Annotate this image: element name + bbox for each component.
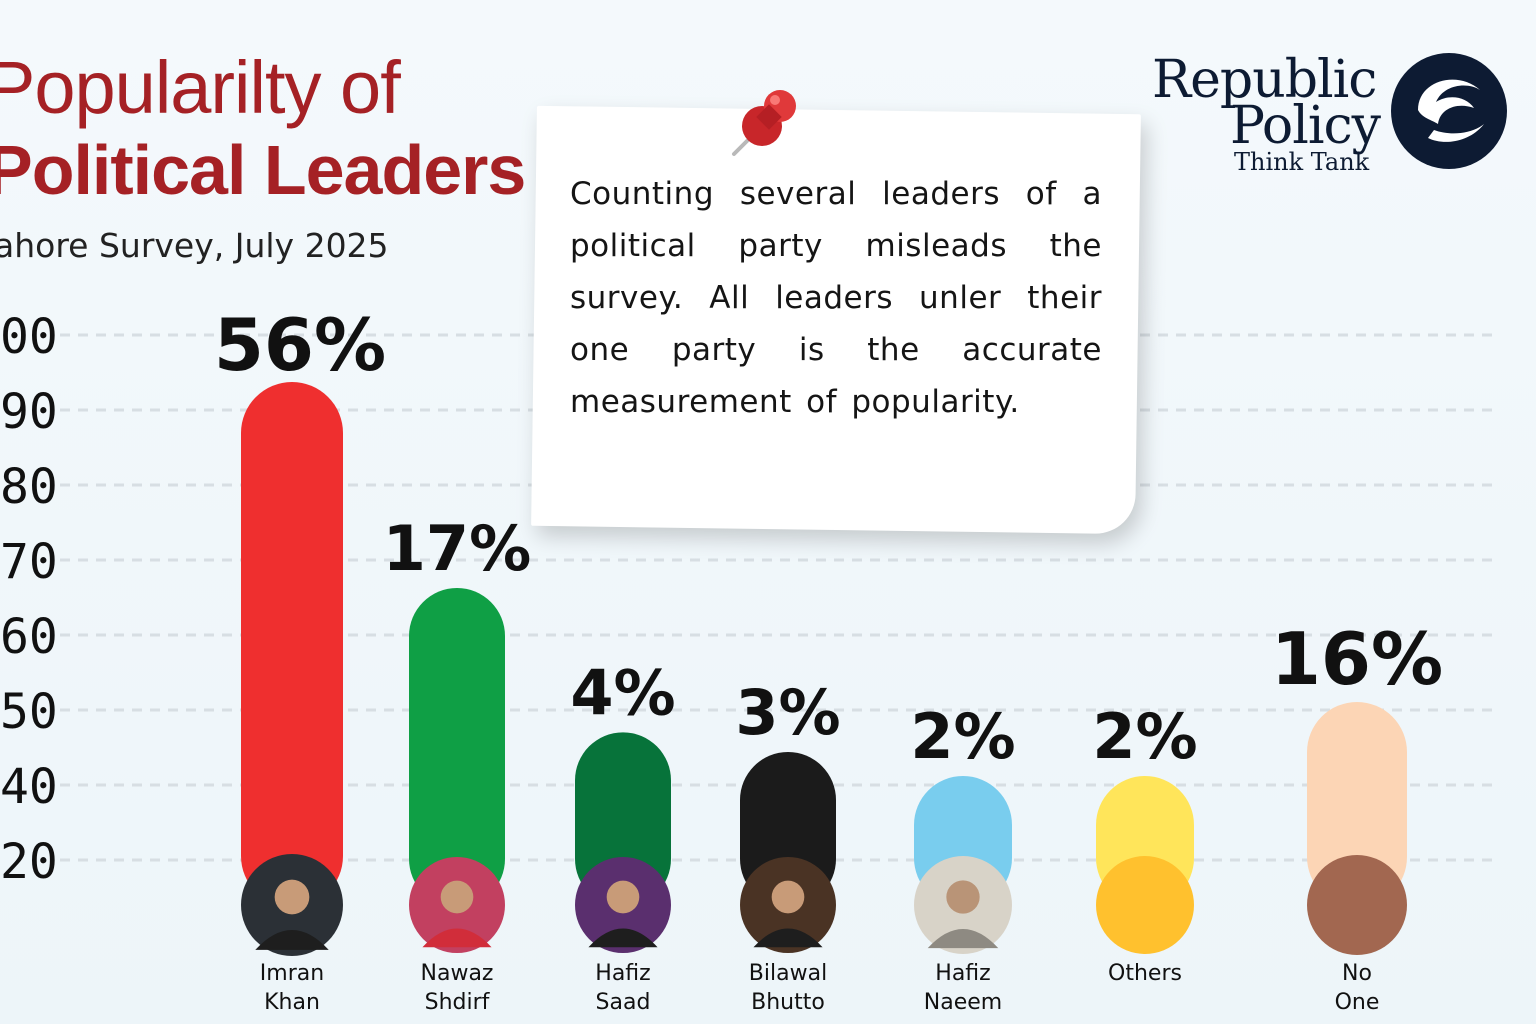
value-label: 56% [214, 303, 386, 387]
note-text: Counting several leaders of a political … [570, 176, 1102, 420]
y-tick-label: 90 [0, 384, 58, 440]
value-label: 16% [1271, 617, 1443, 701]
avatar-body [753, 928, 823, 948]
logo-text-republic: Republic [1152, 50, 1377, 110]
y-tick-label: 80 [0, 459, 58, 515]
value-label: 3% [735, 676, 840, 749]
category-label: Hafiz [595, 961, 650, 986]
category-label: No [1342, 961, 1372, 986]
chart-subtitle: ahore Survey, July 2025 [0, 226, 389, 265]
avatar-face [440, 880, 474, 914]
avatar-body [588, 928, 658, 948]
category-label: Bhutto [751, 990, 825, 1015]
category-label: Imran [260, 961, 324, 986]
avatar-face [946, 880, 980, 914]
y-tick-label: 40 [0, 759, 58, 815]
category-label: Hafiz [935, 961, 990, 986]
logo-text-policy: Policy [1230, 96, 1381, 156]
y-tick-label: 00 [0, 309, 58, 365]
category-label: Khan [264, 990, 320, 1015]
chart-title-line1: Popularilty of [0, 46, 401, 129]
avatar [1096, 856, 1194, 954]
avatar [1307, 855, 1407, 955]
phoenix-logo-icon [1391, 53, 1507, 169]
republic-policy-logo: Republic Policy Think Tank [1150, 50, 1520, 180]
avatar-body [927, 929, 999, 949]
y-tick-label: 60 [0, 609, 58, 665]
value-label: 2% [910, 700, 1015, 773]
avatar-face [771, 880, 805, 914]
title-block: Popularilty of Political Leaders [0, 46, 526, 212]
category-label: Naeem [924, 990, 1002, 1015]
category-label: Nawaz [421, 961, 494, 986]
avatar-body [422, 928, 492, 948]
category-label: One [1335, 990, 1380, 1015]
bar [575, 732, 671, 907]
value-label: 4% [570, 656, 675, 729]
category-label: Bilawal [749, 961, 827, 986]
bar [1307, 702, 1407, 907]
avatar-face [606, 880, 640, 914]
category-label: Others [1108, 961, 1182, 986]
value-label: 2% [1092, 700, 1197, 773]
y-tick-label: 70 [0, 534, 58, 590]
bar [241, 382, 343, 907]
bar [409, 588, 505, 907]
avatar-face [274, 879, 310, 915]
avatar-body [255, 929, 329, 950]
category-label: Shdirf [425, 990, 491, 1015]
y-tick-label: 20 [0, 834, 58, 890]
value-label: 17% [383, 512, 531, 585]
chart-title-line2: Political Leaders [0, 131, 526, 209]
push-pin-icon [732, 90, 796, 156]
logo-text-think-tank: Think Tank [1234, 148, 1370, 176]
y-tick-label: 50 [0, 684, 58, 740]
category-label: Saad [596, 990, 651, 1015]
